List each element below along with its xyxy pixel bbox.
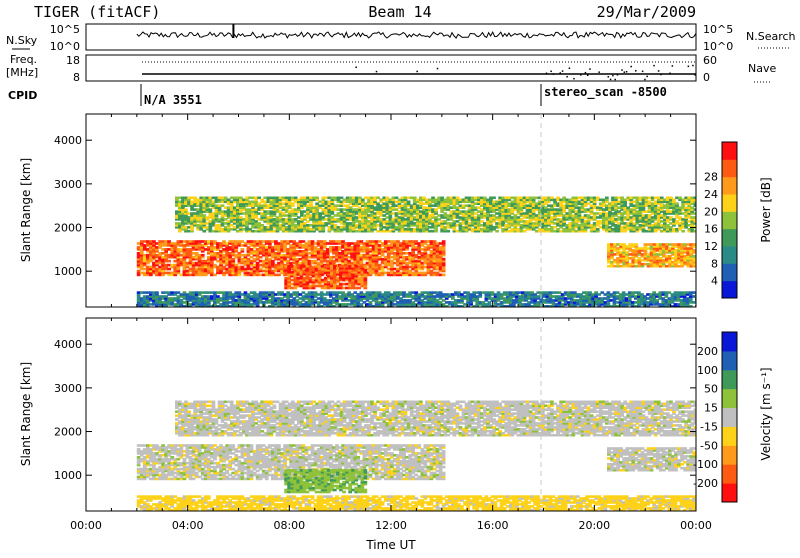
nave-point	[646, 76, 648, 78]
nave-point	[587, 75, 589, 77]
freq-label-line1: Freq.	[10, 53, 37, 66]
nave-point	[550, 71, 552, 73]
nave-point	[553, 73, 555, 75]
heatmap-cell	[694, 208, 698, 211]
heatmap-cell	[184, 208, 188, 211]
nave-tick-top: 60	[703, 54, 717, 67]
nave-point	[598, 71, 600, 73]
header-beam: Beam 14	[368, 3, 431, 21]
heatmap-cell	[241, 248, 245, 251]
nave-point	[580, 74, 582, 76]
nave-label: Nave	[748, 62, 776, 75]
nave-point	[610, 79, 612, 81]
freq-tick-top: 18	[66, 54, 80, 67]
heatmap-cell	[364, 265, 368, 268]
heatmap-cell	[694, 212, 698, 215]
nave-point	[437, 68, 439, 70]
nave-point	[660, 74, 662, 76]
header-radar-name: TIGER (fitACF)	[34, 3, 160, 21]
header-date: 29/Mar/2009	[597, 3, 696, 21]
heatmap-cell	[364, 269, 368, 272]
nave-point	[376, 71, 378, 73]
nave-tick-bottom: 0	[703, 71, 710, 84]
nave-point	[630, 66, 632, 68]
cpid-segment-2: stereo_scan -8500	[544, 85, 667, 100]
nave-scatter	[355, 65, 696, 80]
nave-point	[566, 76, 568, 78]
noise-y-bottom-right: 10^0	[703, 40, 733, 53]
nave-point	[624, 71, 626, 73]
heatmap-cell	[155, 291, 159, 294]
cpid-row: CPID N/A 3551 stereo_scan -8500	[8, 84, 667, 107]
nave-point	[694, 74, 696, 76]
nave-point	[635, 70, 637, 72]
heatmap-cell	[442, 258, 446, 261]
nave-point	[614, 79, 616, 81]
nave-point	[560, 72, 562, 74]
freq-tick-bottom: 8	[73, 71, 80, 84]
heatmap-cell	[675, 202, 679, 205]
nave-point	[573, 78, 575, 80]
heatmap-cell	[681, 230, 685, 233]
nave-point	[688, 66, 690, 68]
nave-point	[658, 70, 660, 72]
heatmap-cell	[605, 197, 609, 200]
heatmap-cell	[442, 274, 446, 277]
nave-point	[589, 68, 591, 70]
noise-trace	[137, 24, 696, 38]
frequency-panel: Freq. [MHz] 18 8 60 0 Nave	[6, 53, 776, 84]
heatmap-cell	[407, 201, 411, 204]
heatmap-cell	[495, 230, 499, 233]
cpid-label: CPID	[8, 89, 37, 102]
noise-search-label: N.Search	[746, 30, 796, 43]
heatmap-cell	[167, 260, 171, 263]
noise-sky-label: N.Sky	[6, 34, 38, 47]
nave-point	[653, 65, 655, 67]
freq-label-line2: [MHz]	[6, 66, 38, 79]
nave-point	[355, 66, 357, 68]
nave-point	[585, 72, 587, 74]
cpid-segment-1: N/A 3551	[144, 93, 202, 107]
heatmap-cell	[635, 243, 639, 246]
heatmap-cell	[446, 230, 450, 233]
nave-point	[669, 73, 671, 75]
nave-point	[608, 76, 610, 78]
nave-point	[621, 69, 623, 71]
heatmap-cell	[694, 216, 698, 219]
heatmap-cell	[315, 197, 319, 200]
noise-y-top-right: 10^5	[703, 23, 733, 36]
power-heatmap-cells	[137, 197, 699, 308]
noise-y-bottom-left: 10^0	[50, 40, 80, 53]
noise-sky-line	[137, 32, 696, 38]
heatmap-cell	[694, 197, 698, 200]
frequency-panel-frame	[86, 55, 696, 81]
nave-point	[644, 79, 646, 81]
heatmap-cell	[201, 254, 205, 257]
heatmap-cell	[442, 240, 446, 243]
nave-point	[546, 73, 548, 75]
nave-point	[416, 71, 418, 73]
nave-point	[642, 71, 644, 73]
nave-point	[692, 65, 694, 67]
noise-y-top-left: 10^5	[50, 23, 80, 36]
nave-point	[626, 71, 628, 73]
nave-point	[617, 74, 619, 76]
noise-panel: N.Sky 10^5 10^0 10^5 10^0 N.Search	[6, 23, 796, 53]
heatmap-cell	[492, 197, 496, 200]
heatmap-cell	[694, 230, 698, 233]
nave-point	[672, 65, 674, 67]
nave-point	[562, 70, 564, 72]
nave-point	[612, 75, 614, 77]
nave-point	[569, 68, 571, 70]
